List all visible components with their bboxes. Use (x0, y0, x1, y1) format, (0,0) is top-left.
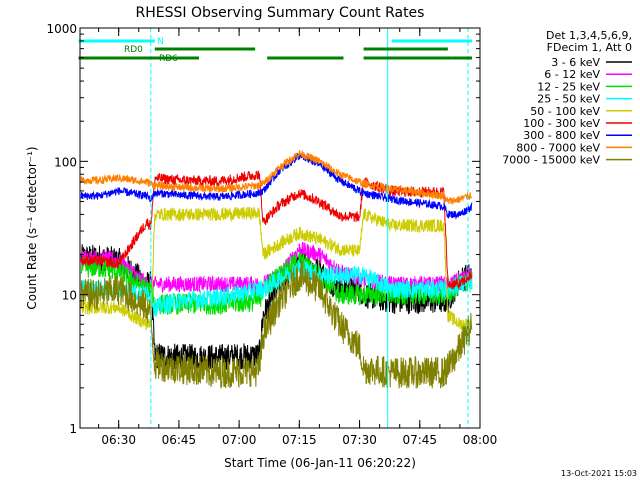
plot-area (80, 28, 473, 428)
x-axis-label: Start Time (06-Jan-11 06:20:22) (224, 456, 416, 470)
legend-label-9: 7000 - 15000 keV (502, 154, 600, 167)
x-tick-label-3: 07:00 (222, 433, 257, 447)
legend-label-6: 100 - 300 keV (523, 117, 600, 130)
legend-label-3: 12 - 25 keV (537, 80, 600, 93)
plot-frame (79, 27, 481, 429)
flag-label-rd6: RD6 (159, 54, 178, 64)
axes: 06:30 06:45 07:00 07:15 07:30 07:45 08:00 1 10 10… (46, 22, 497, 447)
legend-label-2: 6 - 12 keV (544, 68, 600, 81)
legend-header-1: Det 1,3,4,5,6,9, (546, 29, 632, 42)
y-tick-label-2: 10 (62, 289, 77, 303)
x-tick-label-1: 06:30 (101, 433, 136, 447)
flag-label-rd0: RD0 (124, 45, 143, 55)
chart-title: RHESSI Observing Summary Count Rates (136, 5, 425, 21)
legend-header-2: FDecim 1, Att 0 (547, 41, 632, 54)
y-tick-label-1: 1 (69, 422, 77, 436)
legend-label-8: 800 - 7000 keV (516, 141, 600, 154)
legend-label-4: 25 - 50 keV (537, 93, 600, 106)
x-tick-label-4: 07:15 (282, 433, 317, 447)
series-line-8 (80, 149, 473, 205)
y-tick-label-3: 100 (54, 155, 77, 169)
legend-label-1: 3 - 6 keV (551, 56, 600, 69)
x-tick-label-6: 07:45 (402, 433, 437, 447)
y-tick-label-4: 1000 (46, 22, 77, 36)
x-tick-label-7: 08:00 (463, 433, 498, 447)
x-tick-label-5: 07:30 (342, 433, 377, 447)
series-line-5 (80, 206, 473, 331)
legend-label-7: 300 - 800 keV (523, 129, 600, 142)
generated-timestamp: 13-Oct-2021 15:03 (561, 469, 637, 478)
x-tick-label-2: 06:45 (162, 433, 197, 447)
series-line-4 (80, 259, 473, 317)
series-line-9 (80, 261, 473, 389)
legend: Det 1,3,4,5,6,9,FDecim 1, Att 0 3 - 6 keV… (502, 29, 632, 167)
flag-label-n: N (157, 37, 164, 47)
flag-bars: N RD0 RD6 (78, 37, 472, 64)
legend-label-5: 50 - 100 keV (530, 105, 600, 118)
series-line-7 (80, 152, 473, 220)
y-axis-label: Count Rate (s⁻¹ detector⁻¹) (25, 146, 39, 309)
